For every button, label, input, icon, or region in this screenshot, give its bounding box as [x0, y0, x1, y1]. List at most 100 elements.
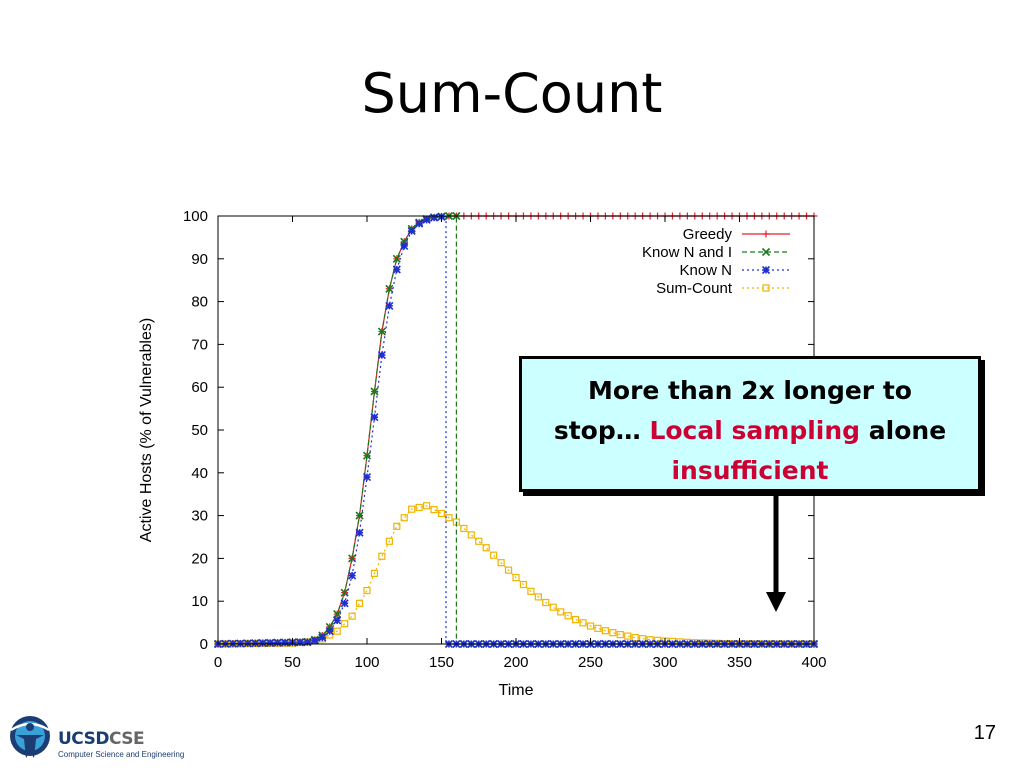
data-point-sum-count [370, 569, 379, 577]
x-tick-label: 100 [354, 654, 379, 671]
data-point-sum-count [437, 509, 446, 518]
data-point-know-n [400, 241, 409, 251]
legend-entry-know-n: Know N [679, 262, 790, 279]
callout-text: alone [868, 416, 947, 445]
data-point-sum-count [393, 522, 401, 530]
down-arrow-icon [766, 492, 786, 612]
x-tick-label: 350 [727, 654, 752, 671]
data-point-sum-count [601, 627, 610, 635]
data-point-sum-count [475, 537, 483, 545]
y-tick-label: 60 [191, 379, 208, 396]
data-point-know-n [318, 633, 327, 642]
legend-label: Know N and I [642, 244, 732, 261]
data-point-know-n [295, 638, 305, 647]
x-tick-label: 150 [429, 654, 454, 671]
data-point-sum-count [586, 622, 595, 630]
data-point-sum-count [497, 559, 505, 567]
callout-line-3: insufficient [671, 456, 829, 485]
axes: 0 50 100 150 200 250 300 350 400 0 10 20 30 40 50 60 70 8… [138, 208, 827, 699]
x-tick-label: 300 [652, 654, 677, 671]
y-tick-label: 30 [191, 508, 208, 525]
data-point-sum-count [467, 531, 475, 539]
data-point-sum-count [430, 506, 438, 514]
slide-number: 17 [973, 722, 996, 744]
y-tick-label: 80 [191, 294, 208, 311]
data-point-sum-count [542, 598, 550, 607]
data-point-know-n [310, 636, 319, 645]
data-point-sum-count [333, 627, 341, 635]
slide-title: Sum-Count [361, 62, 663, 125]
data-point-sum-count [512, 574, 520, 582]
data-point-know-n [340, 599, 349, 608]
legend-entry-know-n-and-i: Know N and I [642, 244, 790, 261]
data-point-sum-count [594, 624, 602, 632]
data-point-sum-count [415, 503, 423, 512]
data-point-sum-count [534, 593, 542, 601]
data-point-know-n-and-i [392, 254, 401, 263]
data-point-know-n [415, 219, 424, 228]
data-point-sum-count [527, 587, 535, 595]
legend-marker [761, 247, 771, 257]
legend-marker [761, 265, 771, 275]
series-sum-count [214, 502, 818, 648]
data-point-know-n [385, 301, 394, 310]
data-point-know-n [355, 528, 364, 537]
data-point-sum-count [423, 502, 431, 510]
data-point-know-n [422, 215, 431, 224]
data-point-sum-count [616, 630, 624, 639]
data-point-know-n [348, 571, 357, 580]
legend-label: Sum-Count [656, 280, 733, 297]
x-axis-label: Time [499, 682, 534, 699]
data-point-sum-count [609, 629, 617, 637]
legend-marker [762, 230, 770, 238]
data-point-sum-count [571, 616, 580, 624]
data-point-know-n [258, 639, 267, 648]
logo-subtitle: Computer Science and Engineering [58, 750, 185, 759]
ucsd-cse-logo: UCSDCSE Computer Science and Engineering [6, 708, 184, 766]
data-point-know-n [370, 413, 379, 422]
data-point-know-n [251, 639, 260, 648]
series-line-sum-count [217, 505, 815, 645]
legend-label: Know N [679, 262, 732, 279]
x-tick-label: 200 [503, 654, 528, 671]
legend-entry-greedy: Greedy [683, 226, 790, 243]
data-point-know-n [407, 226, 416, 236]
data-point-sum-count [348, 612, 356, 620]
data-point-sum-count [504, 566, 513, 574]
data-point-know-n-and-i [355, 511, 364, 520]
legend-marker [762, 284, 770, 292]
x-tick-label: 250 [578, 654, 603, 671]
y-tick-label: 20 [191, 550, 208, 567]
y-tick-label: 100 [183, 208, 208, 225]
data-point-know-n [243, 639, 252, 648]
data-point-sum-count [579, 619, 587, 627]
data-point-sum-count [378, 552, 386, 560]
data-point-know-n [280, 638, 290, 647]
data-point-sum-count [385, 537, 393, 545]
data-point-know-n [273, 638, 282, 647]
data-point-know-n-and-i [385, 284, 394, 293]
callout-text: stop… [553, 416, 641, 445]
y-tick-label: 90 [191, 251, 208, 268]
data-point-sum-count [482, 544, 490, 552]
data-point-know-n [303, 638, 312, 647]
legend-entry-sum-count: Sum-Count [656, 280, 790, 297]
logo-wordmark: UCSDCSE [58, 729, 145, 749]
y-tick-label: 40 [191, 465, 208, 482]
data-point-sum-count [408, 505, 416, 513]
data-point-know-n [392, 265, 401, 274]
data-point-know-n [333, 616, 342, 625]
x-tick-label: 0 [214, 654, 222, 671]
x-tick-label: 50 [284, 654, 301, 671]
data-point-sum-count [549, 603, 557, 611]
data-point-know-n [266, 638, 275, 648]
data-point-know-n [325, 627, 334, 636]
data-point-know-n [377, 351, 386, 360]
data-point-sum-count [624, 632, 632, 640]
data-point-know-n-and-i [377, 327, 386, 336]
data-point-know-n [362, 473, 372, 482]
y-tick-label: 50 [191, 422, 208, 439]
data-point-sum-count [400, 514, 408, 522]
